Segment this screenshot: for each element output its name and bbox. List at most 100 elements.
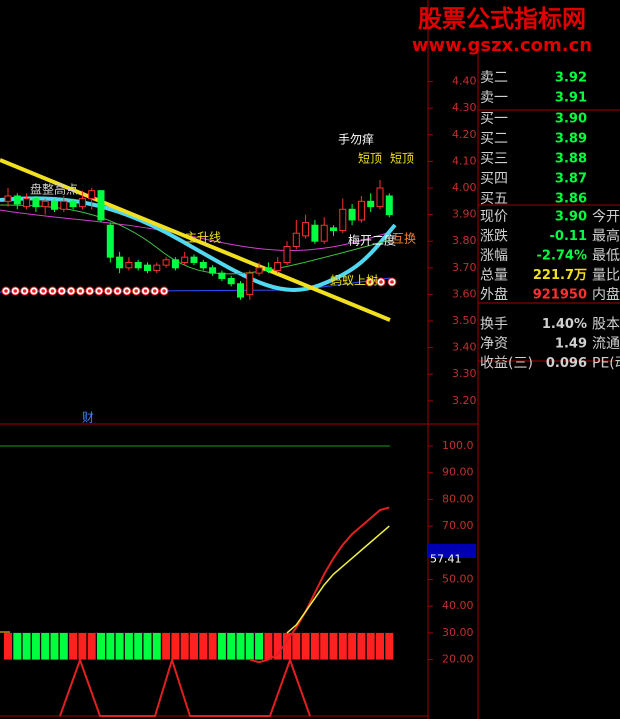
signal-dot-core	[379, 280, 383, 284]
quote-value: -0.11	[550, 229, 587, 244]
signal-bar	[143, 632, 152, 660]
signal-bar	[292, 632, 301, 660]
quote-label: 外盘	[480, 286, 508, 303]
signal-bar	[171, 632, 180, 660]
candle-body	[367, 200, 375, 208]
book-price: 3.90	[555, 112, 587, 127]
signal-bar	[385, 632, 394, 660]
signal-bar	[236, 632, 245, 660]
signal-bar	[310, 632, 319, 660]
signal-bar	[41, 632, 50, 660]
signal-dot-core	[153, 289, 157, 293]
quote-label: 现价	[480, 209, 508, 225]
signal-bar	[180, 632, 189, 660]
signal-dot-core	[4, 289, 8, 293]
candle-body	[171, 259, 179, 269]
candle-body	[320, 224, 328, 242]
candle-body	[162, 259, 170, 266]
candle-body	[274, 261, 282, 271]
signal-dot-core	[50, 289, 55, 293]
signal-bar	[190, 632, 198, 660]
candle-body	[106, 224, 114, 258]
watermark-url: www.gszx.com.cn	[412, 35, 592, 56]
y-tick-label: 50.00	[442, 573, 474, 586]
signal-dot-core	[32, 289, 36, 293]
candle-body	[255, 267, 263, 274]
signal-dot-core	[78, 289, 83, 293]
quote-label2: 今开	[592, 209, 620, 225]
signal-dot-core	[115, 289, 120, 293]
annotation: 蚂蚁上树	[330, 273, 378, 288]
quote-label2: 股本	[592, 317, 620, 333]
signal-dot-core	[162, 289, 166, 293]
signal-dot-core	[390, 280, 394, 284]
candle-body	[153, 264, 161, 271]
signal-bar	[366, 632, 375, 660]
candle-body	[181, 256, 189, 263]
signal-bar	[162, 632, 171, 660]
signal-bar	[50, 632, 59, 660]
quote-value: 1.40%	[542, 317, 587, 332]
signal-dot-core	[13, 289, 18, 293]
candle-body	[4, 195, 12, 202]
y-tick-label: 100.0	[442, 439, 474, 452]
candle-body	[125, 261, 133, 269]
current-box	[428, 544, 476, 558]
y-tick-label: 3.70	[452, 261, 477, 274]
signal-bar	[264, 632, 273, 660]
book-label: 买一	[480, 111, 508, 127]
y-tick-label: 70.00	[442, 519, 474, 532]
candle-body	[60, 200, 68, 210]
quote-label2: PE(动)	[592, 356, 620, 372]
signal-bar	[255, 632, 264, 660]
candle-body	[209, 267, 217, 274]
candle-body	[97, 190, 105, 221]
quote-value: 221.7万	[533, 268, 587, 283]
candle-body	[190, 256, 198, 263]
book-price: 3.91	[555, 91, 587, 106]
candle-body	[134, 261, 142, 269]
candle-body	[144, 264, 151, 271]
y-tick-label: 4.10	[452, 154, 477, 167]
candle-body	[283, 246, 291, 263]
candle-body	[330, 227, 337, 232]
quote-label: 涨幅	[480, 248, 508, 264]
signal-bar	[227, 632, 236, 660]
signal-dot-core	[60, 289, 64, 293]
quote-label2: 内盘	[592, 286, 620, 303]
book-label: 买三	[480, 151, 508, 167]
signal-dot-core	[22, 289, 27, 293]
y-tick-label: 90.00	[442, 466, 474, 479]
candle-body	[292, 232, 300, 248]
quote-label: 净资	[480, 336, 508, 352]
candle-body	[199, 261, 207, 269]
watermark-title: 股票公式指标网	[418, 5, 586, 33]
candle-body	[385, 195, 393, 216]
signal-dot-core	[87, 289, 92, 293]
signal-bar	[376, 632, 384, 660]
book-label: 卖一	[480, 90, 508, 106]
candle-body	[348, 208, 356, 221]
signal-bar	[69, 632, 78, 660]
signal-bar	[22, 632, 31, 660]
candle-body	[218, 272, 226, 279]
signal-bar	[273, 632, 282, 660]
y-tick-label: 4.20	[452, 128, 477, 141]
signal-bar	[134, 632, 143, 660]
signal-bar	[301, 632, 310, 660]
signal-bar	[152, 632, 161, 660]
trend-line	[0, 158, 391, 322]
y-tick-label: 4.40	[452, 75, 477, 88]
annotation: 盘整高点	[30, 182, 78, 197]
signal-bar	[87, 632, 96, 660]
candle-body	[69, 200, 77, 208]
signal-bar	[13, 632, 22, 660]
candle-body	[23, 198, 31, 208]
signal-dot-core	[143, 289, 148, 293]
book-price: 3.86	[555, 192, 587, 207]
y-tick-label: 3.50	[452, 314, 477, 327]
